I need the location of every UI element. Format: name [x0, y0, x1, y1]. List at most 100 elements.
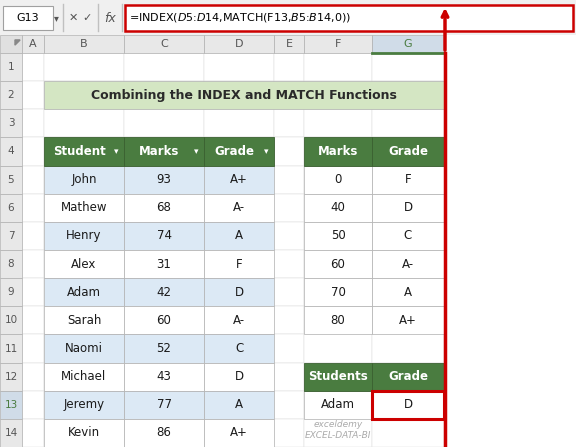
Bar — [124, 334, 204, 363]
Bar — [304, 137, 372, 165]
Bar — [124, 306, 204, 334]
Text: A: A — [404, 286, 412, 299]
Text: C: C — [235, 342, 243, 355]
Text: 9: 9 — [7, 287, 14, 297]
Bar — [44, 278, 124, 306]
Text: A: A — [235, 229, 243, 242]
Text: Mathew: Mathew — [60, 201, 107, 214]
Bar — [304, 306, 372, 334]
Bar — [304, 391, 372, 419]
Bar — [44, 109, 124, 137]
Bar — [22, 250, 44, 278]
Bar — [44, 306, 124, 334]
Bar — [204, 306, 274, 334]
Text: 60: 60 — [331, 257, 346, 270]
Text: exceldemy
EXCEL-DATA-BI: exceldemy EXCEL-DATA-BI — [305, 421, 371, 440]
Bar — [372, 137, 444, 165]
Bar — [124, 334, 204, 363]
Bar — [125, 5, 573, 31]
Bar — [304, 250, 372, 278]
Bar — [0, 363, 22, 391]
Text: Michael: Michael — [62, 370, 107, 383]
Bar — [0, 194, 22, 222]
Bar — [44, 250, 124, 278]
Bar — [372, 250, 444, 278]
Bar — [274, 363, 304, 391]
Bar — [372, 419, 444, 447]
Bar — [44, 222, 124, 250]
Text: D: D — [234, 370, 244, 383]
Bar — [44, 35, 124, 53]
Bar — [372, 334, 444, 363]
Text: 42: 42 — [157, 286, 172, 299]
Bar — [204, 250, 274, 278]
Text: 0: 0 — [334, 173, 342, 186]
Text: Alex: Alex — [71, 257, 97, 270]
Bar — [0, 278, 22, 306]
Text: Grade: Grade — [388, 145, 428, 158]
Text: 8: 8 — [7, 259, 14, 269]
Bar — [124, 419, 204, 447]
Bar — [0, 35, 22, 53]
Bar — [204, 363, 274, 391]
Bar — [274, 391, 304, 419]
Bar — [22, 419, 44, 447]
Text: G13: G13 — [17, 13, 39, 23]
Bar — [0, 306, 22, 334]
Bar — [304, 53, 372, 81]
Bar — [124, 250, 204, 278]
Bar — [372, 306, 444, 334]
Bar — [274, 334, 304, 363]
Bar — [274, 278, 304, 306]
Bar — [372, 81, 444, 109]
Bar — [372, 278, 444, 306]
Text: Jeremy: Jeremy — [63, 398, 105, 411]
Text: F: F — [405, 173, 411, 186]
Bar — [124, 53, 204, 81]
Text: 86: 86 — [157, 426, 172, 439]
Bar — [124, 419, 204, 447]
Text: Grade: Grade — [214, 145, 254, 158]
Text: A-: A- — [233, 314, 245, 327]
Bar — [372, 35, 444, 53]
Bar — [204, 306, 274, 334]
Bar — [274, 222, 304, 250]
Bar — [304, 306, 372, 334]
Text: 13: 13 — [5, 400, 18, 410]
Text: ▾: ▾ — [113, 147, 118, 156]
Bar — [0, 391, 22, 419]
Text: 80: 80 — [331, 314, 346, 327]
Text: 14: 14 — [5, 428, 18, 438]
Text: D: D — [234, 286, 244, 299]
Bar — [0, 250, 22, 278]
Bar — [204, 53, 274, 81]
Text: 50: 50 — [331, 229, 346, 242]
Bar — [304, 222, 372, 250]
Text: 1: 1 — [7, 62, 14, 72]
Bar — [372, 391, 444, 419]
Bar — [204, 137, 274, 165]
Bar — [44, 165, 124, 194]
Bar — [124, 278, 204, 306]
Bar — [44, 137, 124, 165]
Bar — [3, 6, 53, 30]
Bar — [372, 363, 444, 391]
Text: C: C — [404, 229, 412, 242]
Bar — [22, 278, 44, 306]
Text: 43: 43 — [157, 370, 172, 383]
Text: 3: 3 — [7, 118, 14, 128]
Bar — [124, 363, 204, 391]
Bar — [44, 194, 124, 222]
Bar — [204, 334, 274, 363]
Bar — [372, 391, 444, 419]
Bar — [44, 222, 124, 250]
Text: 68: 68 — [157, 201, 172, 214]
Bar — [22, 194, 44, 222]
Text: =INDEX($D$5:$D$14,MATCH(F13,$B$5:$B$14,0)): =INDEX($D$5:$D$14,MATCH(F13,$B$5:$B$14,0… — [129, 12, 351, 25]
Text: Adam: Adam — [321, 398, 355, 411]
Text: A: A — [29, 39, 37, 49]
Bar — [204, 419, 274, 447]
Text: ✓: ✓ — [82, 13, 92, 23]
Polygon shape — [15, 40, 20, 45]
Bar — [124, 35, 204, 53]
